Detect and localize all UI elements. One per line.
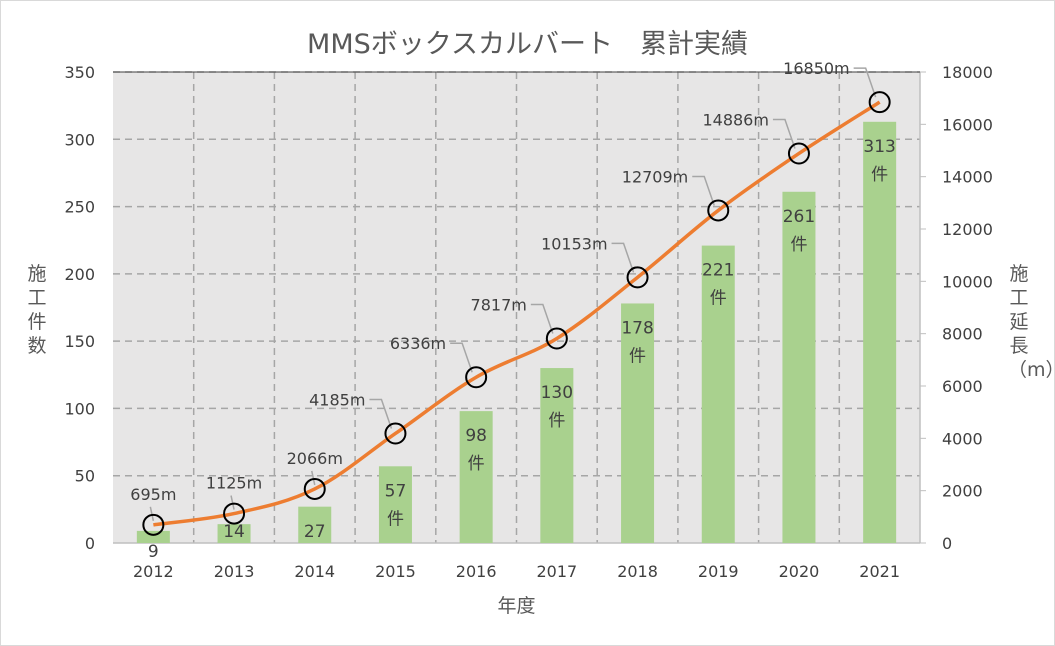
x-tick-label: 2016 xyxy=(456,562,497,581)
line-data-label: 16850m xyxy=(783,59,849,78)
bar xyxy=(782,191,816,544)
bar-data-label: 57 xyxy=(385,481,407,501)
line-marker xyxy=(142,513,165,536)
line-marker xyxy=(707,199,730,222)
leader-line xyxy=(369,398,393,429)
y-tick-left: 200 xyxy=(64,265,95,284)
bar xyxy=(136,530,170,543)
leader-line xyxy=(772,118,796,149)
bar xyxy=(863,121,897,543)
line-data-label: 695m xyxy=(130,485,176,504)
y-tick-left: 150 xyxy=(64,332,95,351)
line-data-label: 6336m xyxy=(390,334,446,353)
bar-data-label: 130 xyxy=(541,383,573,403)
line-marker xyxy=(868,91,891,114)
line-data-label: 4185m xyxy=(309,390,365,409)
bar-data-label: 件 xyxy=(548,411,565,431)
bar-data-label: 313 xyxy=(863,137,895,157)
y-tick-right: 6000 xyxy=(942,377,983,396)
leader-line xyxy=(230,495,235,510)
x-tick-label: 2020 xyxy=(779,562,820,581)
y-tick-right: 2000 xyxy=(942,482,983,501)
x-tick-label: 2012 xyxy=(133,562,174,581)
leader-line xyxy=(853,67,877,98)
y-tick-right: 4000 xyxy=(942,429,983,448)
bar-data-label: 件 xyxy=(871,165,888,185)
y-tick-right: 18000 xyxy=(942,63,993,82)
bar xyxy=(378,466,412,543)
bar xyxy=(621,303,655,543)
x-tick-label: 2013 xyxy=(214,562,255,581)
y-tick-right: 10000 xyxy=(942,272,993,291)
y-tick-left: 300 xyxy=(64,130,95,149)
bar xyxy=(217,524,251,543)
bar-data-label: 件 xyxy=(468,454,485,474)
bar xyxy=(701,245,735,543)
x-axis-label: 年度 xyxy=(497,595,535,617)
line-data-label: 2066m xyxy=(287,449,343,468)
leader-line xyxy=(311,470,316,486)
bar-data-label: 261 xyxy=(783,207,815,227)
y-tick-left: 100 xyxy=(64,399,95,418)
bar xyxy=(540,368,574,543)
leader-line xyxy=(692,175,715,206)
line-marker xyxy=(465,366,488,389)
bar-data-label: 221 xyxy=(702,261,734,281)
x-tick-label: 2014 xyxy=(294,562,335,581)
y-tick-left: 250 xyxy=(64,198,95,217)
line-data-label: 1125m xyxy=(206,474,262,493)
bar-data-label: 14 xyxy=(223,522,245,542)
bar-data-label: 件 xyxy=(629,346,646,366)
line-data-label: 10153m xyxy=(541,234,607,253)
line-marker xyxy=(384,422,407,445)
y-tick-right: 12000 xyxy=(942,220,993,239)
line-marker xyxy=(545,327,568,350)
x-tick-label: 2017 xyxy=(536,562,577,581)
y-axis-right-label: 施工延長（m） xyxy=(1008,263,1055,381)
bar-data-label: 27 xyxy=(304,522,326,542)
leader-line xyxy=(149,506,155,521)
bar-data-label: 9 xyxy=(148,542,159,562)
y-tick-right: 0 xyxy=(942,534,952,553)
line-data-label: 7817m xyxy=(471,295,527,314)
bar xyxy=(459,411,493,543)
y-tick-left: 50 xyxy=(75,467,95,486)
x-tick-label: 2019 xyxy=(698,562,739,581)
chart-title: MMSボックスカルバート 累計実績 xyxy=(307,29,748,60)
x-tick-label: 2018 xyxy=(617,562,658,581)
bar-data-label: 件 xyxy=(710,289,727,309)
line-marker xyxy=(626,266,649,289)
y-tick-right: 16000 xyxy=(942,115,993,134)
y-tick-left: 0 xyxy=(85,534,95,553)
leader-line xyxy=(450,342,473,373)
line-marker xyxy=(303,477,326,500)
line-marker xyxy=(787,142,810,165)
line-data-label: 14886m xyxy=(702,110,768,129)
leader-line xyxy=(530,303,554,334)
line-data-label: 12709m xyxy=(622,167,688,186)
bar-data-label: 178 xyxy=(621,318,653,338)
y-tick-right: 8000 xyxy=(942,325,983,344)
line-marker xyxy=(223,502,246,525)
y-axis-left-label: 施工件数 xyxy=(27,263,47,357)
bar-data-label: 件 xyxy=(790,235,807,255)
line-series xyxy=(153,100,881,527)
bar-data-label: 98 xyxy=(465,426,487,446)
y-tick-right: 14000 xyxy=(942,168,993,187)
bar xyxy=(298,506,332,543)
bar-data-label: 件 xyxy=(387,509,404,529)
x-tick-label: 2021 xyxy=(859,562,900,581)
x-tick-label: 2015 xyxy=(375,562,416,581)
leader-line xyxy=(611,242,635,273)
y-tick-left: 350 xyxy=(64,63,95,82)
